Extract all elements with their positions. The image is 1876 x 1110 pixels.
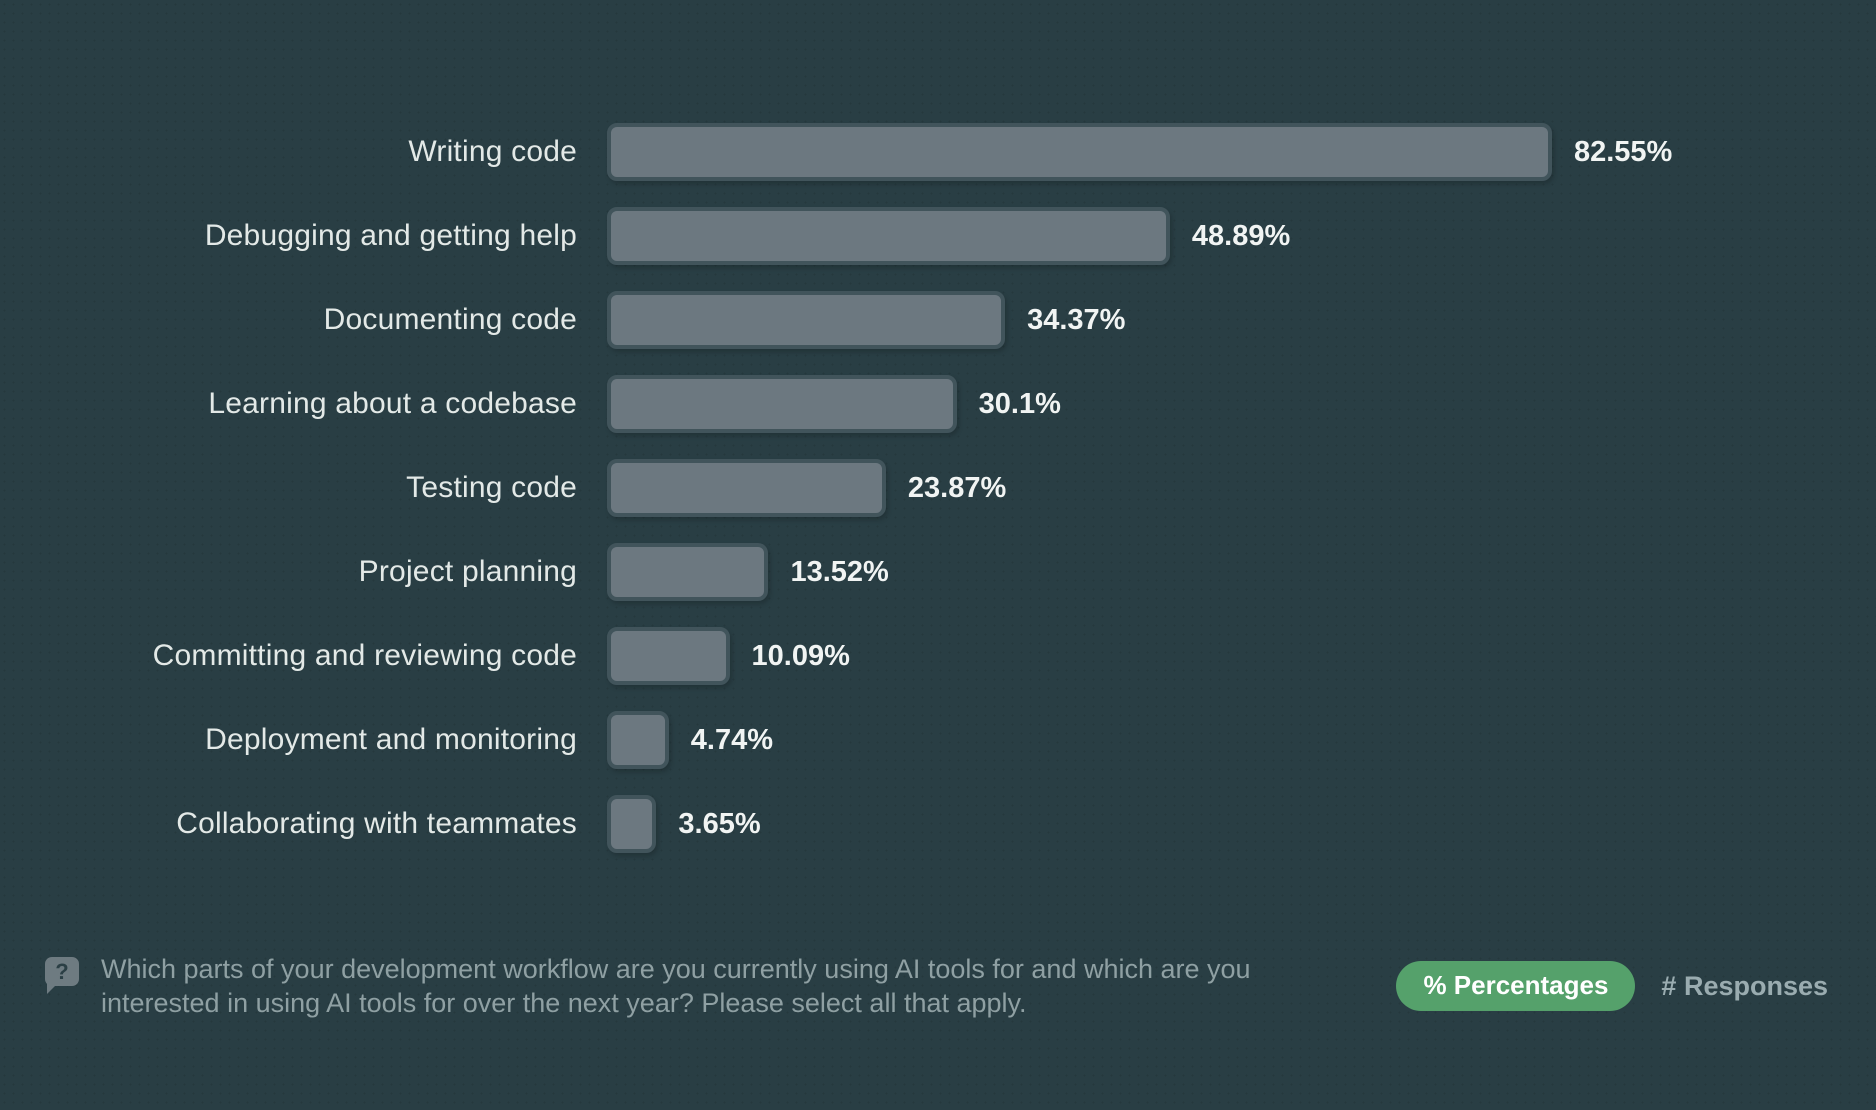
chart-row: Collaborating with teammates 3.65%	[0, 782, 1876, 866]
category-label: Project planning	[358, 555, 577, 588]
chart-row: Learning about a codebase 30.1%	[0, 362, 1876, 446]
footer: ? Which parts of your development workfl…	[0, 952, 1876, 1020]
bar[interactable]	[607, 375, 957, 433]
value-label: 48.89%	[1191, 219, 1291, 252]
category-label: Deployment and monitoring	[205, 723, 577, 756]
bar[interactable]	[607, 711, 669, 769]
bar[interactable]	[607, 459, 886, 517]
category-label: Documenting code	[323, 303, 577, 336]
percentages-toggle-button[interactable]: % Percentages	[1396, 961, 1636, 1011]
category-label: Collaborating with teammates	[176, 807, 577, 840]
view-toggle: % Percentages # Responses	[1396, 961, 1828, 1011]
value-label: 23.87%	[907, 471, 1007, 504]
category-label: Writing code	[408, 135, 577, 168]
bar[interactable]	[607, 543, 769, 601]
chart-row: Deployment and monitoring 4.74%	[0, 698, 1876, 782]
value-label: 30.1%	[978, 387, 1061, 420]
value-label: 10.09%	[751, 639, 850, 672]
category-label: Debugging and getting help	[204, 219, 577, 252]
bar[interactable]	[607, 123, 1552, 181]
bar-chart: Writing code 82.55% Debugging and gettin…	[0, 110, 1876, 866]
question-block: ? Which parts of your development workfl…	[45, 952, 1361, 1020]
chart-row: Project planning 13.52%	[0, 530, 1876, 614]
responses-toggle-button[interactable]: # Responses	[1661, 970, 1828, 1001]
value-label: 4.74%	[690, 723, 774, 756]
category-label: Learning about a codebase	[208, 387, 577, 420]
bar[interactable]	[607, 795, 657, 853]
chart-row: Debugging and getting help 48.89%	[0, 194, 1876, 278]
value-label: 3.65%	[678, 807, 761, 840]
chart-row: Testing code 23.87%	[0, 446, 1876, 530]
bar[interactable]	[607, 291, 1006, 349]
bar[interactable]	[607, 207, 1170, 265]
value-label: 82.55%	[1573, 135, 1673, 168]
value-label: 13.52%	[790, 555, 889, 588]
category-label: Testing code	[406, 471, 577, 504]
category-label: Committing and reviewing code	[152, 639, 577, 672]
chart-row: Writing code 82.55%	[0, 110, 1876, 194]
question-text: Which parts of your development workflow…	[101, 954, 1251, 1018]
bar[interactable]	[607, 627, 730, 685]
value-label: 34.37%	[1027, 303, 1126, 336]
chart-row: Committing and reviewing code 10.09%	[0, 614, 1876, 698]
question-bubble-icon: ?	[45, 957, 79, 994]
chart-row: Documenting code 34.37%	[0, 278, 1876, 362]
